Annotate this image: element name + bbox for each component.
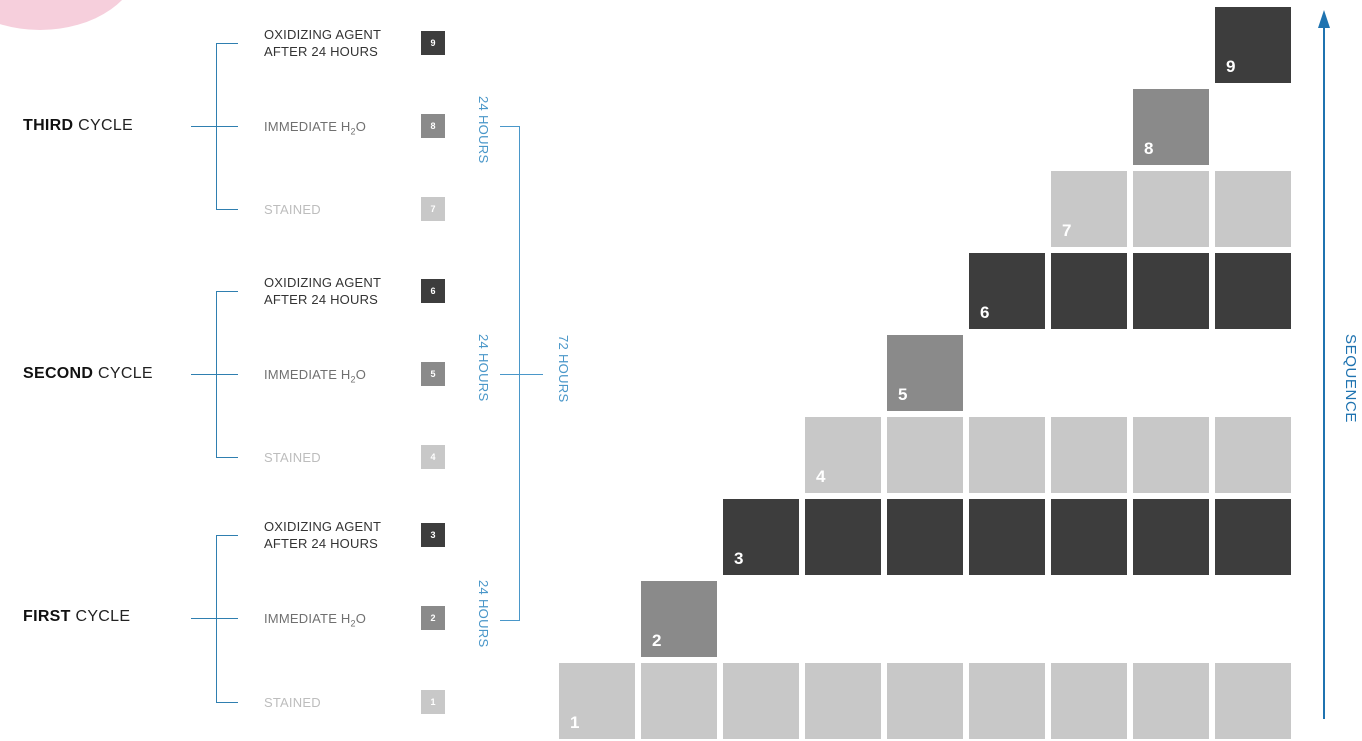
block-row1-col7 — [1051, 663, 1127, 739]
sequence-label: SEQUENCE — [1342, 334, 1359, 423]
step-badge-8: 8 — [421, 114, 445, 138]
block-row7-col8 — [1133, 171, 1209, 247]
step-badge-2: 2 — [421, 606, 445, 630]
block-row1-col1: 1 — [559, 663, 635, 739]
step-label-8: IMMEDIATE H2O — [264, 118, 366, 137]
step-label-5: IMMEDIATE H2O — [264, 366, 366, 385]
step-label-1: STAINED — [264, 694, 321, 710]
cycle-label-third: THIRD CYCLE — [23, 117, 133, 134]
block-number-9: 9 — [1226, 57, 1236, 76]
step-badge-1: 1 — [421, 690, 445, 714]
block-row4-col9 — [1215, 417, 1291, 493]
block-row1-col6 — [969, 663, 1045, 739]
block-row1-col3 — [723, 663, 799, 739]
step-badge-7: 7 — [421, 197, 445, 221]
decorative-blob — [0, 0, 140, 30]
step-label-6: OXIDIZING AGENT AFTER 24 HOURS — [264, 275, 382, 307]
block-row1-col4 — [805, 663, 881, 739]
step-label-7: STAINED — [264, 201, 321, 217]
block-number-1: 1 — [570, 713, 580, 732]
block-row4-col4: 4 — [805, 417, 881, 493]
block-row7-col9 — [1215, 171, 1291, 247]
block-row5-col5: 5 — [887, 335, 963, 411]
block-row3-col4 — [805, 499, 881, 575]
block-number-8: 8 — [1144, 139, 1154, 158]
step-badge-3: 3 — [421, 523, 445, 547]
hours-label-total: 72 HOURS — [556, 335, 571, 403]
step-badge-9: 9 — [421, 31, 445, 55]
block-row7-col7: 7 — [1051, 171, 1127, 247]
block-row6-col7 — [1051, 253, 1127, 329]
step-badge-4: 4 — [421, 445, 445, 469]
block-number-2: 2 — [652, 631, 662, 650]
step-label-2: IMMEDIATE H2O — [264, 610, 366, 629]
step-badge-6: 6 — [421, 279, 445, 303]
step-label-9: OXIDIZING AGENT AFTER 24 HOURS — [264, 27, 382, 59]
block-row9-col9: 9 — [1215, 7, 1291, 83]
block-number-4: 4 — [816, 467, 826, 486]
step-badge-5: 5 — [421, 362, 445, 386]
block-row4-col5 — [887, 417, 963, 493]
hours-label-third: 24 HOURS — [476, 96, 491, 164]
block-row6-col6: 6 — [969, 253, 1045, 329]
block-row1-col8 — [1133, 663, 1209, 739]
sequence-arrowhead — [1318, 10, 1330, 28]
block-row3-col7 — [1051, 499, 1127, 575]
sequence-arrow — [1323, 24, 1325, 719]
step-label-4: STAINED — [264, 449, 321, 465]
block-number-3: 3 — [734, 549, 744, 568]
block-row2-col2: 2 — [641, 581, 717, 657]
block-row3-col6 — [969, 499, 1045, 575]
block-row3-col9 — [1215, 499, 1291, 575]
block-row4-col7 — [1051, 417, 1127, 493]
step-label-3: OXIDIZING AGENT AFTER 24 HOURS — [264, 519, 382, 551]
hours-label-second: 24 HOURS — [476, 334, 491, 402]
block-row3-col3: 3 — [723, 499, 799, 575]
block-row1-col2 — [641, 663, 717, 739]
block-row3-col8 — [1133, 499, 1209, 575]
cycle-label-first: FIRST CYCLE — [23, 608, 131, 625]
block-row1-col5 — [887, 663, 963, 739]
block-number-6: 6 — [980, 303, 990, 322]
block-number-5: 5 — [898, 385, 908, 404]
hours-label-first: 24 HOURS — [476, 580, 491, 648]
block-number-7: 7 — [1062, 221, 1072, 240]
block-row6-col8 — [1133, 253, 1209, 329]
block-row4-col6 — [969, 417, 1045, 493]
block-row4-col8 — [1133, 417, 1209, 493]
cycle-label-second: SECOND CYCLE — [23, 365, 153, 382]
block-row1-col9 — [1215, 663, 1291, 739]
block-row6-col9 — [1215, 253, 1291, 329]
block-row8-col8: 8 — [1133, 89, 1209, 165]
block-row3-col5 — [887, 499, 963, 575]
